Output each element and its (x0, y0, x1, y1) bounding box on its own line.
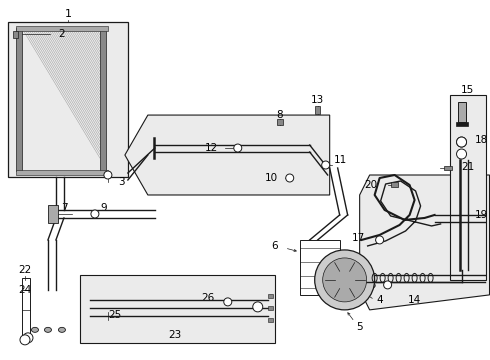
Bar (315, 106, 320, 114)
Text: 8: 8 (276, 110, 283, 120)
Text: 7: 7 (61, 203, 68, 213)
Bar (443, 166, 452, 170)
Bar (80, 275, 275, 343)
Text: 4: 4 (376, 295, 383, 305)
Text: 25: 25 (108, 310, 121, 320)
Text: 1: 1 (64, 9, 72, 19)
Bar (268, 318, 273, 322)
Text: 10: 10 (265, 173, 278, 183)
Circle shape (91, 210, 99, 218)
Circle shape (224, 298, 232, 306)
Circle shape (253, 302, 263, 312)
Text: 23: 23 (168, 330, 181, 340)
Text: 24: 24 (18, 285, 31, 295)
Text: 12: 12 (204, 143, 218, 153)
Text: 14: 14 (408, 295, 421, 305)
Circle shape (234, 144, 242, 152)
Bar (449, 95, 486, 280)
Text: 20: 20 (365, 180, 378, 190)
Text: 2: 2 (58, 29, 65, 39)
Bar (277, 119, 283, 125)
Bar (48, 205, 58, 223)
Bar (16, 28, 22, 171)
Ellipse shape (45, 327, 51, 332)
Text: 6: 6 (271, 241, 278, 251)
Bar (22, 278, 30, 338)
Text: 19: 19 (474, 210, 488, 220)
Text: 16: 16 (364, 280, 377, 290)
Bar (268, 306, 273, 310)
Circle shape (457, 137, 466, 147)
Text: 5: 5 (356, 322, 363, 332)
Text: 3: 3 (118, 177, 124, 187)
Polygon shape (125, 115, 330, 195)
Circle shape (20, 335, 30, 345)
Text: 18: 18 (474, 135, 488, 145)
Text: 9: 9 (100, 203, 106, 213)
Circle shape (457, 149, 466, 159)
Text: 13: 13 (311, 95, 324, 105)
Circle shape (23, 333, 33, 343)
Circle shape (457, 137, 466, 147)
Bar (100, 28, 106, 171)
Text: 22: 22 (18, 265, 31, 275)
Text: 26: 26 (201, 293, 215, 303)
Bar (268, 294, 273, 298)
Circle shape (322, 161, 330, 169)
Bar (391, 183, 398, 188)
Bar (8, 22, 128, 177)
Circle shape (323, 258, 367, 302)
Bar (456, 122, 467, 126)
Ellipse shape (58, 327, 66, 332)
Bar (458, 102, 466, 122)
Bar (300, 240, 340, 295)
Text: 17: 17 (351, 233, 365, 243)
Circle shape (384, 281, 392, 289)
Bar (14, 31, 19, 38)
Circle shape (104, 171, 112, 179)
Polygon shape (360, 175, 490, 310)
Text: 21: 21 (462, 162, 475, 172)
Bar (16, 170, 108, 175)
Text: 11: 11 (334, 155, 347, 165)
Circle shape (315, 250, 375, 310)
Ellipse shape (31, 327, 38, 332)
Circle shape (286, 174, 294, 182)
Text: 15: 15 (461, 85, 474, 95)
Circle shape (376, 236, 384, 244)
Bar (16, 26, 108, 31)
